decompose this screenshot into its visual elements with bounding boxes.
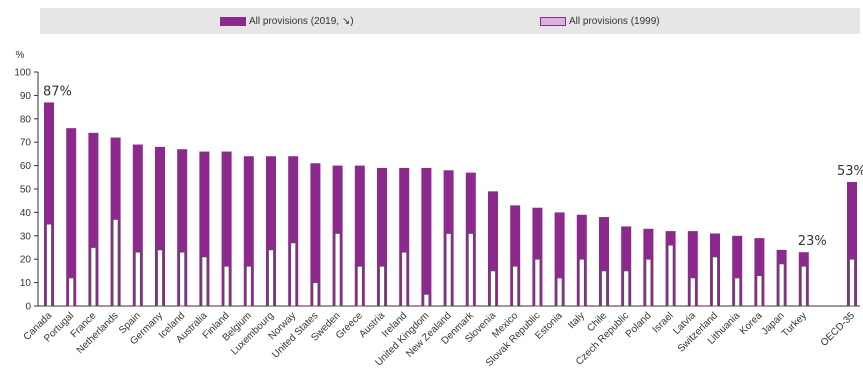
bar-2019 <box>421 167 432 306</box>
bar-1999 <box>179 251 186 307</box>
bar-1999 <box>734 277 741 307</box>
x-tick-label: OECD-35 <box>819 310 858 349</box>
bar-1999 <box>290 242 297 307</box>
bar-1999 <box>268 249 274 307</box>
y-axis-unit-label: % <box>16 50 25 61</box>
legend-item-1999: All provisions (1999) <box>540 14 660 28</box>
bar-2019 <box>44 102 54 306</box>
bar-1999 <box>112 219 119 307</box>
data-label: 87% <box>43 84 72 99</box>
y-tick-label: 60 <box>20 161 32 172</box>
data-label: 23% <box>798 234 827 249</box>
bar-2019 <box>377 167 387 306</box>
y-axis: 0 10 20 30 40 50 60 70 80 90 100 <box>14 68 860 313</box>
x-tick-label: Italy <box>566 310 587 331</box>
bar-2019 <box>132 144 143 306</box>
x-axis-labels: CanadaPortugalFranceNetherlandsSpainGerm… <box>22 310 858 369</box>
legend-swatch-1999 <box>540 16 566 26</box>
bar-1999 <box>201 256 208 307</box>
bar-1999 <box>689 277 696 307</box>
bar-1999 <box>245 265 252 307</box>
bar-2019 <box>510 205 521 306</box>
bar-1999 <box>778 263 785 307</box>
bar-2019 <box>554 212 565 306</box>
bar-2019 <box>754 238 765 306</box>
bar-1999 <box>849 258 855 307</box>
bar-1999 <box>623 270 630 307</box>
bar-2019 <box>621 226 632 306</box>
bar-2019 <box>399 167 410 306</box>
bar-1999 <box>756 275 763 307</box>
bar-2019 <box>221 151 232 306</box>
x-tick-label: Poland <box>624 310 654 340</box>
bar-2019 <box>243 156 254 306</box>
bar-2019 <box>847 181 857 306</box>
legend-item-2019: All provisions (2019, ↘) <box>220 14 354 28</box>
y-tick-label: 0 <box>25 302 31 313</box>
bar-2019 <box>155 146 165 306</box>
bar-2019 <box>88 132 99 306</box>
bar-1999 <box>712 256 718 307</box>
bar-2019 <box>66 128 77 306</box>
bar-2019 <box>354 165 365 306</box>
bar-1999 <box>356 265 363 307</box>
bar-1999 <box>157 249 163 307</box>
y-tick-label: 40 <box>20 208 32 219</box>
bar-1999 <box>645 258 652 307</box>
bar-1999 <box>90 247 97 307</box>
y-tick-label: 50 <box>20 185 32 196</box>
y-tick-label: 90 <box>20 91 32 102</box>
bar-2019 <box>599 217 609 306</box>
bar-1999 <box>578 258 585 307</box>
bar-1999 <box>556 277 563 307</box>
bar-2019 <box>532 207 543 306</box>
bar-2019 <box>177 149 188 306</box>
bar-2019 <box>266 156 276 306</box>
bar-1999 <box>467 233 474 307</box>
bar-1999 <box>800 265 807 307</box>
bar-1999 <box>334 233 341 307</box>
x-tick-label: Korea <box>738 310 765 337</box>
x-tick-label: Israel <box>651 310 676 335</box>
y-tick-label: 70 <box>20 138 32 149</box>
legend-swatch-2019 <box>220 16 246 26</box>
x-tick-label: Turkey <box>780 310 809 339</box>
bar-1999 <box>512 265 519 307</box>
y-tick-label: 100 <box>14 68 31 79</box>
bar-1999 <box>134 251 141 307</box>
bar-2019 <box>687 231 698 306</box>
bars <box>44 102 857 307</box>
legend-label-1999: All provisions (1999) <box>569 15 660 27</box>
bar-2019 <box>288 156 299 306</box>
bar-1999 <box>445 233 452 307</box>
bar-2019 <box>732 235 743 306</box>
bar-2019 <box>310 163 321 306</box>
bar-2019 <box>488 191 498 306</box>
data-label: 53% <box>837 164 863 179</box>
bar-1999 <box>667 244 674 307</box>
chart-legend: All provisions (2019, ↘) All provisions … <box>40 8 860 34</box>
bar-1999 <box>423 293 430 307</box>
y-tick-label: 20 <box>20 255 32 266</box>
bar-1999 <box>379 265 385 307</box>
annotations: 87% 23% 53% <box>43 84 863 249</box>
y-tick-label: 30 <box>20 231 32 242</box>
bar-1999 <box>401 251 408 307</box>
y-tick-label: 80 <box>20 114 32 125</box>
bar-1999 <box>68 277 75 307</box>
bar-1999 <box>223 265 230 307</box>
legend-label-2019: All provisions (2019, ↘) <box>249 15 354 27</box>
bar-2019 <box>199 151 210 306</box>
bar-1999 <box>601 270 607 307</box>
bar-1999 <box>490 270 496 307</box>
bar-1999 <box>46 223 52 307</box>
y-tick-label: 10 <box>20 278 32 289</box>
bar-1999 <box>534 258 541 307</box>
bar-1999 <box>312 282 319 307</box>
